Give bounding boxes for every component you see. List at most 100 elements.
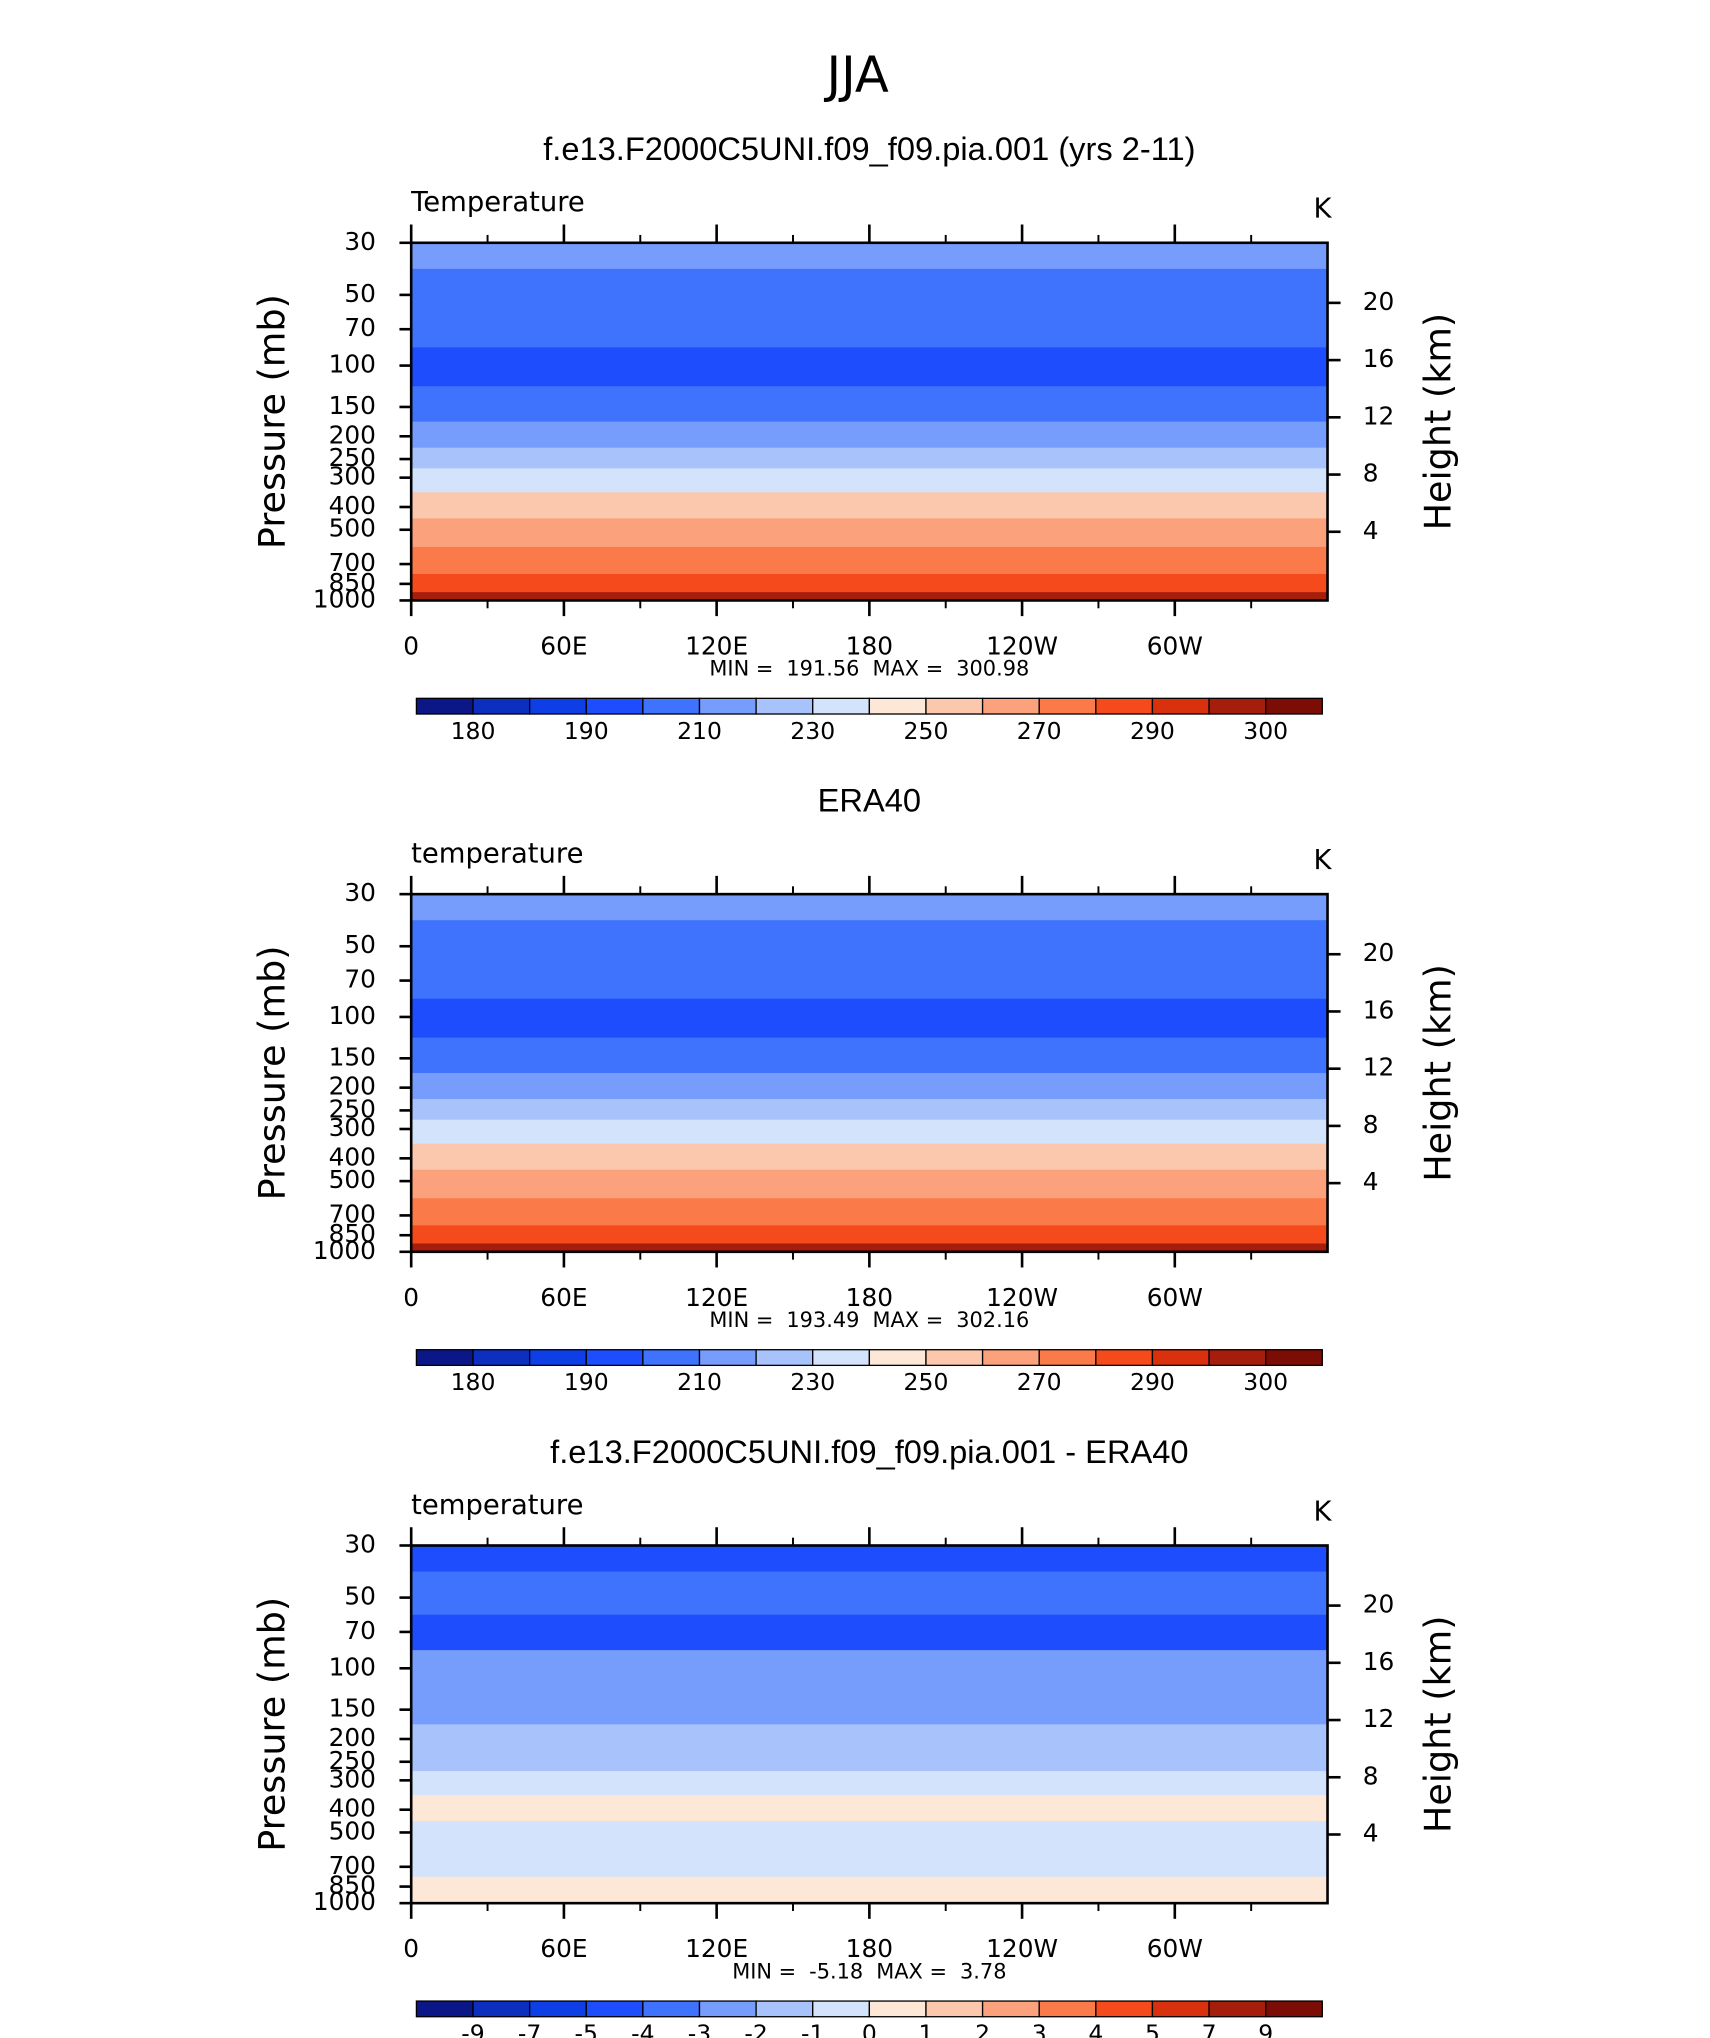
- x-tick-label: 120E: [685, 1934, 748, 1963]
- contour-band: [411, 1243, 1328, 1253]
- contour-band: [411, 268, 1328, 313]
- y2-tick-label: 20: [1363, 287, 1395, 316]
- y-tick-label: 100: [329, 1652, 376, 1681]
- colorbar-box: [1095, 2000, 1154, 2018]
- min-max-min: -5.18: [809, 1959, 863, 1983]
- y2-tick-label: 4: [1363, 1818, 1379, 1847]
- colorbar-box: [925, 2000, 984, 2018]
- x-tick-label: 120E: [685, 1283, 748, 1312]
- panel-subtitle: temperature: [411, 1490, 583, 1521]
- contour-band: [411, 1876, 1328, 1896]
- min-max-max-label: MAX =: [876, 1959, 947, 1983]
- y2-tick-label: 20: [1363, 1590, 1395, 1619]
- y-tick-label: 1000: [313, 1887, 376, 1916]
- colorbar-label: -9: [461, 2019, 484, 2038]
- contour-band: [411, 518, 1328, 548]
- colorbar-label: 300: [1243, 1368, 1288, 1396]
- colorbar-box: [925, 697, 984, 715]
- colorbar-label: -3: [688, 2019, 711, 2038]
- contour-band: [411, 546, 1328, 575]
- colorbar-label: 9: [1258, 2019, 1273, 2038]
- x-tick-label: 60E: [540, 1283, 587, 1312]
- y-tick-label: 300: [329, 1113, 376, 1142]
- colorbar-box: [755, 2000, 814, 2018]
- colorbar-box: [925, 1349, 984, 1367]
- contour-band: [411, 1545, 1328, 1573]
- y-tick-label: 30: [344, 1530, 376, 1559]
- colorbar-box: [755, 697, 814, 715]
- panel-title: f.e13.F2000C5UNI.f09_f09.pia.001 - ERA40: [550, 1433, 1188, 1470]
- colorbar-box: [698, 1349, 757, 1367]
- colorbar-box: [585, 1349, 644, 1367]
- x-tick-label: 120E: [685, 631, 748, 660]
- x-tick-label: 60W: [1147, 1934, 1203, 1963]
- x-tick-label: 60W: [1147, 631, 1203, 660]
- colorbar-label: -7: [518, 2019, 541, 2038]
- colorbar-box: [1038, 1349, 1097, 1367]
- colorbar-label: 300: [1243, 717, 1288, 745]
- colorbar-label: 190: [564, 1368, 609, 1396]
- panel-subtitle: Temperature: [410, 187, 585, 218]
- contour-band: [411, 1037, 1328, 1074]
- x-tick-label: 120W: [986, 631, 1058, 660]
- colorbar-label: 180: [451, 1368, 496, 1396]
- x-tick-label: 60E: [540, 1934, 587, 1963]
- colorbar-box: [528, 1349, 587, 1367]
- y-tick-label: 200: [329, 1723, 376, 1752]
- y-axis-title: Pressure (mb): [251, 946, 294, 1201]
- colorbar-box: [528, 2000, 587, 2018]
- y-tick-label: 1000: [313, 584, 376, 613]
- y2-tick-label: 20: [1363, 938, 1395, 967]
- colorbar-box: [585, 2000, 644, 2018]
- y2-tick-label: 4: [1363, 516, 1379, 545]
- y-tick-label: 70: [344, 965, 376, 994]
- x-tick-label: 180: [846, 1283, 893, 1312]
- y-tick-label: 150: [329, 1694, 376, 1723]
- min-max-min: 191.56: [786, 657, 859, 681]
- y2-axis-title: Height (km): [1416, 313, 1459, 531]
- y-tick-label: 200: [329, 1072, 376, 1101]
- min-max: MIN = -5.18 MAX = 3.78: [732, 1959, 1006, 1983]
- y-tick-label: 500: [329, 514, 376, 543]
- units-label: K: [1313, 1496, 1332, 1527]
- min-max-max: 300.98: [956, 657, 1029, 681]
- colorbar-label: 270: [1017, 1368, 1062, 1396]
- contour-band: [411, 1650, 1328, 1690]
- y-tick-label: 1000: [313, 1236, 376, 1265]
- contour-band: [411, 592, 1328, 602]
- colorbar-box: [1265, 2000, 1323, 2018]
- colorbar-box: [1095, 1349, 1154, 1367]
- contour-band: [411, 1894, 1328, 1904]
- y2-tick-label: 4: [1363, 1167, 1379, 1196]
- colorbar-label: 4: [1088, 2019, 1103, 2038]
- contour-band: [411, 1821, 1328, 1851]
- colorbar-label: 290: [1130, 1368, 1175, 1396]
- colorbar-box: [1208, 1349, 1267, 1367]
- y-tick-label: 500: [329, 1816, 376, 1845]
- contour-band: [411, 347, 1328, 387]
- colorbar-label: 230: [790, 717, 835, 745]
- contour-band: [411, 1072, 1328, 1100]
- colorbar-label: 290: [1130, 717, 1175, 745]
- colorbar-label: 210: [677, 1368, 722, 1396]
- min-max-min: 193.49: [786, 1308, 859, 1332]
- colorbar-box: [1208, 2000, 1267, 2018]
- y-tick-label: 100: [329, 350, 376, 379]
- min-max-min-label: MIN =: [709, 657, 773, 681]
- colorbar-box: [698, 2000, 757, 2018]
- contour-band: [411, 963, 1328, 1000]
- y-tick-label: 400: [329, 491, 376, 520]
- y-tick-label: 700: [329, 1199, 376, 1228]
- colorbar-box: [698, 697, 757, 715]
- y2-tick-label: 12: [1363, 1704, 1395, 1733]
- contour-band: [411, 1169, 1328, 1199]
- x-tick-label: 0: [403, 1283, 419, 1312]
- colorbar-label: -1: [801, 2019, 824, 2038]
- units-label: K: [1313, 194, 1332, 225]
- y-tick-label: 850: [329, 568, 376, 597]
- colorbar-label: -5: [575, 2019, 598, 2038]
- colorbar-box: [528, 697, 587, 715]
- y-axis-title: Pressure (mb): [251, 1597, 294, 1852]
- y2-tick-label: 8: [1363, 1110, 1379, 1139]
